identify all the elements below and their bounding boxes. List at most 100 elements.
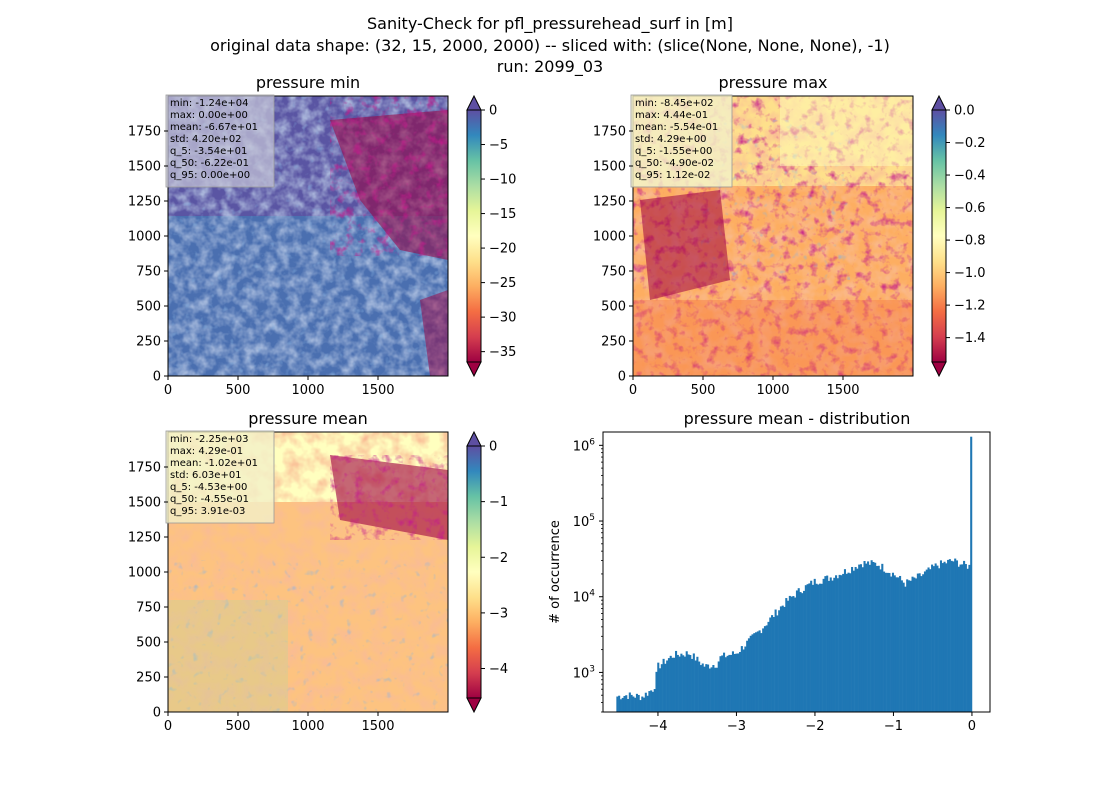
histogram-bar (683, 656, 686, 712)
histogram-bar (762, 628, 765, 712)
histogram-bar (712, 665, 715, 712)
histogram-bar (689, 655, 692, 712)
histogram-bar (806, 584, 809, 712)
histogram-bar (820, 583, 823, 712)
stats-box: min: -2.25e+03 max: 4.29e-01 mean: -1.02… (165, 430, 275, 524)
y-tick-label: 1000 (128, 566, 161, 581)
colorbar-tick-label: −1.4 (954, 331, 986, 346)
panel-2-axes: 0 500 1000 1500 0 250 500 750 1000 1250 1500 1750 (128, 461, 395, 735)
histogram-bar (760, 633, 763, 712)
histogram-bar (749, 635, 752, 712)
histogram-bar (763, 626, 766, 712)
histogram-bar (907, 580, 911, 712)
histogram-bar (715, 667, 718, 712)
y-tick-label: 1000 (593, 230, 626, 245)
histogram-bar (719, 656, 722, 712)
histogram-bar (831, 580, 834, 712)
y-tick-label: 500 (601, 300, 626, 315)
colorbar-extend-bottom (931, 361, 947, 378)
figure-title-line-3: run: 2099_03 (497, 57, 603, 77)
histogram-bar (751, 634, 754, 712)
histogram-bar (929, 569, 932, 712)
histogram-bar (947, 559, 950, 712)
histogram-bar (628, 692, 631, 712)
histogram-bar (945, 563, 948, 712)
histogram-axes: −4 −3 −2 −1 0 103 104 105 106 (573, 437, 976, 734)
histogram-bar (634, 697, 637, 712)
x-tick-label: 0 (164, 383, 172, 398)
histogram-bar (676, 654, 679, 712)
histogram-bar (888, 572, 891, 712)
colorbar-0: 0 −5 −10 −15 −20 −25 −30 −35 (466, 94, 516, 378)
histogram-bar (936, 565, 939, 712)
histogram-bar (637, 694, 640, 712)
histogram-bar (858, 564, 861, 712)
histogram-bar (730, 654, 733, 712)
x-tick-label: 1500 (826, 383, 859, 398)
stats-q5: q_5: -3.54e+01 (170, 146, 247, 157)
histogram-bar (897, 577, 900, 712)
histogram-bar (865, 563, 868, 712)
x-tick-label: 0 (164, 719, 172, 734)
histogram-bar (904, 586, 907, 712)
colorbar-tick-label: −0.4 (954, 169, 986, 184)
histogram-bar (890, 576, 893, 712)
histogram-bar (952, 561, 955, 712)
histogram-bar (774, 609, 777, 712)
x-tick-label: 1000 (291, 383, 324, 398)
histogram-bar (691, 658, 694, 712)
histogram-bar (875, 565, 879, 712)
colorbar-1: 0.0 −0.2 −0.4 −0.6 −0.8 −1.0 −1.2 −1.4 (931, 94, 986, 378)
histogram-bar (813, 578, 816, 712)
y-tick-label: 250 (136, 671, 161, 686)
x-tick-label: 1500 (361, 383, 394, 398)
histogram-bar (724, 657, 727, 712)
histogram-bar (728, 654, 731, 712)
histogram-bar (957, 566, 960, 712)
histogram-bar (790, 596, 793, 712)
histogram-bar (817, 584, 820, 712)
colorbar-tick-label: 0 (489, 104, 497, 119)
x-tick-label: 500 (226, 719, 251, 734)
panel-title: pressure mean (248, 409, 368, 428)
colorbar-extend-top (466, 430, 482, 447)
histogram-bar (675, 650, 678, 712)
histogram-bar (819, 583, 822, 712)
colorbar-tick-label: −25 (489, 276, 516, 291)
colorbar-tick-label: −0.2 (954, 136, 986, 151)
histogram-bar (687, 654, 690, 712)
stats-mean: mean: -1.02e+01 (170, 458, 258, 469)
histogram-bar (707, 664, 710, 712)
y-tick-label: 500 (136, 636, 161, 651)
histogram-bar (705, 664, 708, 712)
colorbar-ticks: 0 −5 −10 −15 −20 −25 −30 −35 (481, 104, 516, 360)
x-tick-label: 0 (629, 383, 637, 398)
histogram-bar (630, 694, 633, 712)
histogram-bar (708, 668, 711, 712)
stats-min: min: -8.45e+02 (635, 98, 714, 109)
histogram-bar (747, 638, 750, 712)
histogram-bar (939, 560, 943, 712)
histogram-bar (678, 656, 681, 712)
colorbar-tick-label: −1.2 (954, 299, 986, 314)
histogram-bar (659, 668, 662, 712)
histogram-bar (662, 658, 665, 712)
histogram-bar (852, 570, 855, 712)
histogram-bar (922, 574, 925, 712)
histogram-bar (941, 563, 944, 712)
histogram-bar (714, 667, 717, 712)
stats-std: std: 4.20e+02 (170, 134, 242, 145)
histogram-bar (616, 696, 619, 712)
histogram-bar (669, 655, 672, 712)
histogram-bar (769, 617, 772, 712)
histogram-bar (911, 576, 914, 712)
histogram-bar (842, 573, 845, 712)
histogram-bar (900, 580, 903, 712)
histogram-bar (698, 661, 701, 712)
stats-box: min: -1.24e+04 max: 0.00e+00 mean: -6.67… (165, 94, 275, 188)
histogram-bar (703, 666, 706, 712)
colorbar-ticks: 0 −1 −2 −3 −4 (481, 440, 508, 677)
histogram-bar (838, 574, 841, 712)
stats-mean: mean: -5.54e-01 (635, 122, 718, 133)
